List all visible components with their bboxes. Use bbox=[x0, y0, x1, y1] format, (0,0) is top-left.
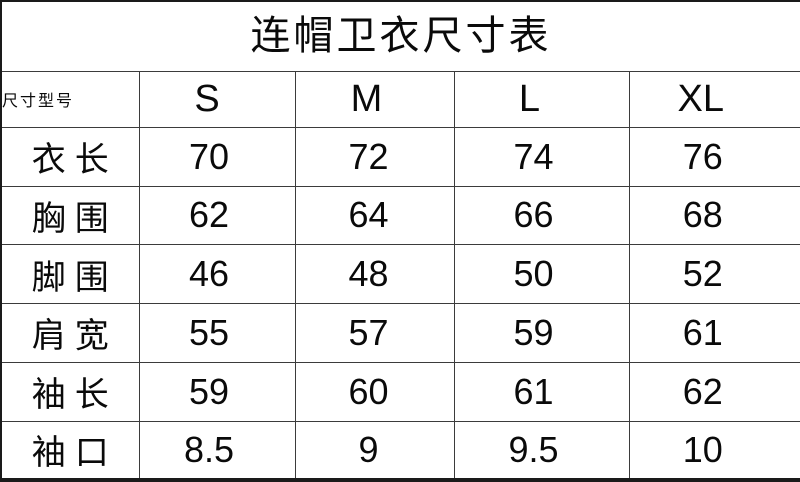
cell-value: 59 bbox=[188, 370, 230, 412]
header-size-s: S bbox=[138, 70, 296, 128]
cell-value: 61 bbox=[682, 311, 723, 353]
table-cell: 62 bbox=[628, 361, 800, 422]
cell-value: 68 bbox=[682, 194, 723, 236]
table-row: 肩宽 55 57 59 61 bbox=[0, 303, 800, 363]
cell-value: 46 bbox=[188, 253, 230, 295]
cell-value: 66 bbox=[513, 194, 554, 236]
chart-title: 连帽卫衣尺寸表 bbox=[0, 0, 800, 72]
header-size-xl: XL bbox=[628, 70, 800, 128]
cell-value: 59 bbox=[513, 311, 554, 353]
header-label-cell: 尺寸型号 bbox=[0, 70, 140, 128]
table-cell: 9 bbox=[294, 420, 455, 481]
cell-value: 64 bbox=[348, 194, 389, 236]
table-cell: 48 bbox=[294, 244, 455, 305]
title-row: 连帽卫衣尺寸表 bbox=[0, 0, 800, 72]
header-size-l: L bbox=[453, 70, 630, 128]
header-size-m: M bbox=[294, 70, 455, 128]
cell-value: 50 bbox=[513, 253, 554, 295]
cell-value: 70 bbox=[188, 135, 230, 177]
table-cell: 61 bbox=[628, 303, 800, 363]
table-cell: 59 bbox=[453, 303, 630, 363]
cell-value: 62 bbox=[188, 194, 230, 236]
table-cell: 74 bbox=[453, 126, 630, 187]
cell-value: 52 bbox=[682, 253, 723, 295]
cell-value: 8.5 bbox=[183, 428, 235, 470]
row-label: 胸围 bbox=[0, 185, 140, 246]
table-cell: 57 bbox=[294, 303, 455, 363]
table-cell: 59 bbox=[138, 361, 296, 422]
cell-value: 76 bbox=[682, 135, 723, 177]
table-cell: 55 bbox=[138, 303, 296, 363]
table-cell: 70 bbox=[138, 126, 296, 187]
table-cell: 10 bbox=[628, 420, 800, 481]
cell-value: 61 bbox=[513, 370, 554, 412]
table-cell: 62 bbox=[138, 185, 296, 246]
table-cell: 52 bbox=[628, 244, 800, 305]
row-label: 袖长 bbox=[0, 361, 140, 422]
header-size-l-text: L bbox=[518, 78, 541, 121]
table-cell: 66 bbox=[453, 185, 630, 246]
header-size-xl-text: XL bbox=[677, 78, 724, 121]
table-cell: 46 bbox=[138, 244, 296, 305]
row-label: 衣长 bbox=[0, 126, 140, 187]
header-row: 尺寸型号 S M L XL bbox=[0, 70, 800, 128]
table-row: 脚围 46 48 50 52 bbox=[0, 244, 800, 305]
table-cell: 8.5 bbox=[138, 420, 296, 481]
cell-value: 60 bbox=[348, 370, 389, 412]
table-cell: 60 bbox=[294, 361, 455, 422]
cell-value: 9.5 bbox=[508, 428, 559, 470]
table-cell: 76 bbox=[628, 126, 800, 187]
table-cell: 50 bbox=[453, 244, 630, 305]
table-cell: 61 bbox=[453, 361, 630, 422]
table-cell: 68 bbox=[628, 185, 800, 246]
cell-value: 62 bbox=[682, 370, 723, 412]
row-label: 袖口 bbox=[0, 420, 140, 481]
cell-value: 48 bbox=[348, 253, 389, 295]
table-cell: 72 bbox=[294, 126, 455, 187]
cell-value: 72 bbox=[348, 135, 389, 177]
table-cell: 9.5 bbox=[453, 420, 630, 481]
row-label: 肩宽 bbox=[0, 303, 140, 363]
table-row: 衣长 70 72 74 76 bbox=[0, 126, 800, 187]
table-cell: 64 bbox=[294, 185, 455, 246]
header-size-m-text: M bbox=[350, 78, 383, 121]
table-row: 袖长 59 60 61 62 bbox=[0, 361, 800, 422]
table-row: 袖口 8.5 9 9.5 10 bbox=[0, 420, 800, 481]
cell-value: 10 bbox=[682, 428, 723, 470]
cell-value: 74 bbox=[513, 135, 554, 177]
cell-value: 57 bbox=[348, 311, 389, 353]
cell-value: 55 bbox=[188, 311, 230, 353]
cell-value: 9 bbox=[358, 428, 379, 470]
header-size-s-text: S bbox=[194, 78, 220, 121]
row-label: 脚围 bbox=[0, 244, 140, 305]
table-row: 胸围 62 64 66 68 bbox=[0, 185, 800, 246]
